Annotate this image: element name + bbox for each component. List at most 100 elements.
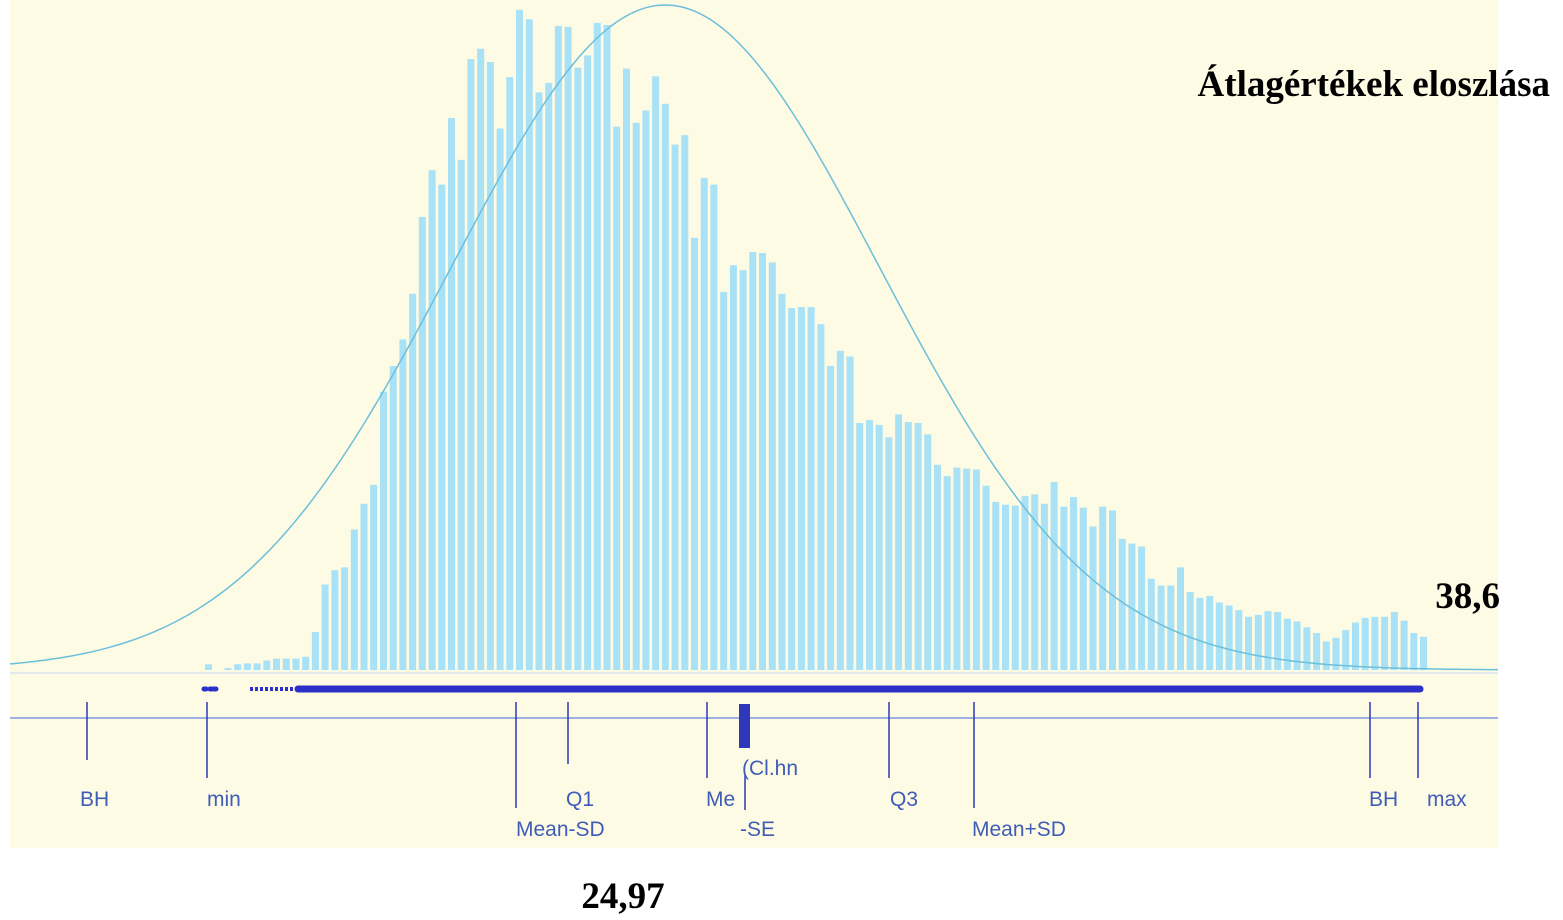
histogram-bar xyxy=(409,293,417,670)
histogram-bar xyxy=(827,366,835,670)
histogram-bar xyxy=(924,434,932,670)
histogram-bar xyxy=(1293,621,1301,670)
histogram-bar xyxy=(817,324,825,670)
histogram-bar xyxy=(380,391,387,670)
histogram-bar xyxy=(1420,636,1427,671)
histogram-bar xyxy=(1274,612,1282,670)
histogram-bar xyxy=(496,128,504,670)
histogram-bar xyxy=(1215,602,1223,670)
histogram-bar xyxy=(943,476,951,670)
histogram-bar xyxy=(1245,616,1252,670)
histogram-bar xyxy=(243,663,251,671)
histogram-bar xyxy=(1400,620,1408,670)
histogram-bar xyxy=(554,25,562,670)
histogram-bar xyxy=(691,237,698,671)
histogram-bar xyxy=(1196,597,1204,670)
histogram-bar xyxy=(1303,627,1311,670)
histogram-bar xyxy=(525,19,533,671)
stat-label: Me xyxy=(706,788,735,811)
histogram-bar xyxy=(836,350,844,670)
histogram-bar xyxy=(224,668,232,670)
histogram-bar xyxy=(1040,503,1048,671)
histogram-bar xyxy=(1410,633,1418,671)
histogram-bar xyxy=(389,366,397,670)
ci-marker xyxy=(739,704,750,748)
histogram-bar xyxy=(700,177,708,670)
histogram-bar xyxy=(1147,578,1155,670)
histogram-bar xyxy=(642,110,650,670)
min-value-label: 24,97 xyxy=(581,876,664,917)
histogram-bar xyxy=(1177,567,1184,670)
histogram-bar xyxy=(1167,585,1175,670)
histogram-bar xyxy=(1021,496,1029,670)
histogram-bar xyxy=(1089,526,1097,670)
histogram-bar xyxy=(613,126,621,671)
histogram-bar xyxy=(1157,585,1165,670)
histogram-bar xyxy=(1342,630,1350,670)
histogram-bar xyxy=(1206,595,1214,670)
histogram-bar xyxy=(1371,616,1379,670)
histogram-bar xyxy=(1235,610,1243,670)
histogram-bar xyxy=(564,26,572,670)
histogram-bar xyxy=(895,414,903,670)
stat-label: Mean+SD xyxy=(972,818,1066,841)
stat-label: Q3 xyxy=(890,788,918,811)
stat-label: -SE xyxy=(740,818,775,841)
histogram-bar xyxy=(1264,611,1272,670)
histogram-bars xyxy=(205,9,1427,671)
histogram-bar xyxy=(992,501,1000,670)
histogram-bar xyxy=(720,291,728,670)
histogram-bar xyxy=(1031,494,1039,671)
histogram-bar xyxy=(545,82,553,670)
histogram-bar xyxy=(623,68,630,671)
histogram-bar xyxy=(477,48,485,670)
histogram-bar xyxy=(399,339,407,670)
histogram-bar xyxy=(331,570,339,671)
histogram-bar xyxy=(1322,641,1330,670)
histogram-bar xyxy=(302,656,310,670)
histogram-bar xyxy=(807,307,815,670)
histogram-bar xyxy=(681,135,689,671)
histogram-bar xyxy=(234,664,242,670)
histogram-bar xyxy=(282,658,290,670)
histogram-bar xyxy=(934,464,941,670)
histogram-bar xyxy=(1138,546,1146,670)
histogram-bar xyxy=(671,144,679,671)
stat-label: Mean-SD xyxy=(516,818,605,841)
histogram-bar xyxy=(953,467,961,670)
histogram-bar xyxy=(885,437,893,670)
histogram-bar xyxy=(729,265,737,670)
stat-markers xyxy=(86,702,1419,810)
histogram-bar xyxy=(311,632,319,670)
histogram-bar xyxy=(788,308,796,670)
histogram-bar xyxy=(341,567,349,670)
histogram-bar xyxy=(263,660,271,670)
stat-label: BH xyxy=(1369,788,1398,811)
histogram-bar xyxy=(205,664,212,670)
histogram-bar xyxy=(1002,504,1009,670)
histogram-bar xyxy=(584,55,592,670)
histogram-bar xyxy=(1128,543,1136,670)
histogram-bar xyxy=(1109,510,1116,670)
histogram-bar xyxy=(739,270,747,670)
histogram-bar xyxy=(593,23,601,670)
histogram-bar xyxy=(982,485,990,670)
histogram-bar xyxy=(661,103,669,671)
histogram-bar xyxy=(866,420,873,670)
histogram-bar xyxy=(710,184,718,670)
histogram-bar xyxy=(1381,616,1389,670)
histogram-bar xyxy=(603,25,611,670)
histogram-bar xyxy=(778,293,786,670)
histogram-bar xyxy=(1313,633,1321,671)
histogram-bar xyxy=(1390,612,1398,670)
histogram-bar xyxy=(1070,497,1078,670)
histogram-bar xyxy=(457,159,465,670)
histogram-bar xyxy=(574,67,582,670)
histogram-bar xyxy=(914,423,922,670)
stat-label: Q1 xyxy=(566,788,594,811)
histogram-bar xyxy=(273,658,280,670)
histogram-bar xyxy=(448,118,455,671)
histogram-bar xyxy=(749,252,757,670)
histogram-bar xyxy=(418,216,426,670)
